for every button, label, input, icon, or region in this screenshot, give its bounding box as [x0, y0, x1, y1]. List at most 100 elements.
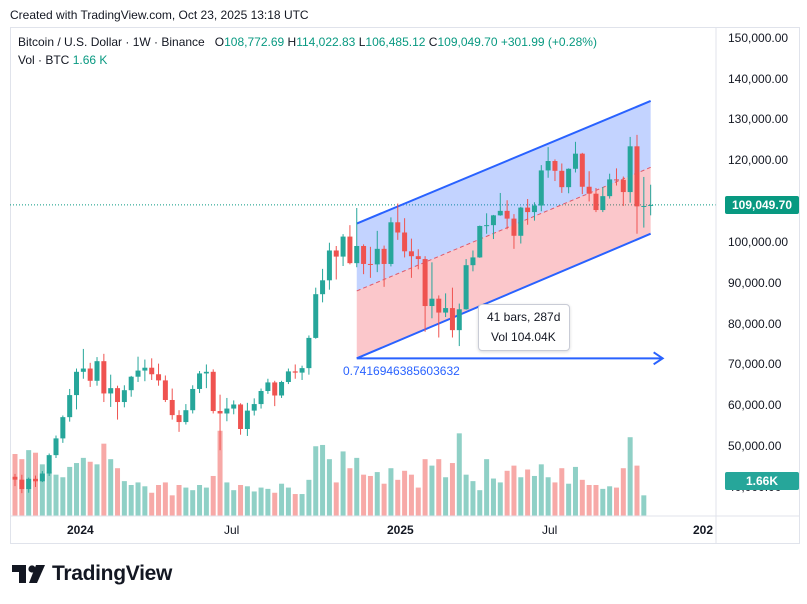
- candle-body: [279, 382, 285, 396]
- candle-body: [210, 371, 216, 412]
- ohlc-legend: Bitcoin / U.S. Dollar · 1W · Binance O10…: [18, 35, 597, 49]
- candle-body: [231, 404, 237, 409]
- candle-body: [354, 245, 360, 264]
- candle-body: [306, 337, 312, 369]
- volume-bar: [258, 487, 264, 516]
- price-axis-label: 80,000.00: [728, 316, 782, 331]
- volume-bar: [60, 477, 66, 516]
- candle-body: [559, 170, 565, 188]
- volume-bar: [299, 494, 305, 516]
- price-axis-label: 50,000.00: [728, 439, 782, 454]
- volume-bar: [490, 478, 496, 516]
- candle-body: [265, 382, 271, 392]
- price-axis-label: 90,000.00: [728, 275, 782, 290]
- volume-bar: [429, 465, 435, 516]
- volume-bar: [108, 459, 114, 516]
- volume-bar: [436, 459, 442, 516]
- candle-body: [128, 376, 134, 391]
- candle-body: [518, 207, 524, 236]
- open-value: 108,772.69: [224, 35, 285, 49]
- candle-body: [197, 373, 203, 389]
- volume-bar: [613, 487, 619, 516]
- candle-body: [607, 179, 613, 197]
- fib-level-label: 0.7416946385603632: [343, 364, 460, 378]
- candle-body: [538, 170, 544, 206]
- volume-bar: [306, 479, 312, 516]
- candle-body: [190, 388, 196, 411]
- candle-body: [470, 257, 476, 266]
- volume-bar: [484, 459, 490, 516]
- volume-title[interactable]: Vol · BTC: [18, 53, 70, 67]
- candle-body: [511, 218, 517, 236]
- candle-body: [320, 280, 326, 295]
- volume-bar: [408, 474, 414, 516]
- volume-bar: [607, 486, 613, 516]
- candle-body: [456, 309, 462, 331]
- volume-bar: [238, 485, 244, 516]
- price-axis-label: 140,000.00: [728, 71, 789, 86]
- candle-body: [600, 196, 606, 211]
- candle-body: [497, 210, 503, 216]
- volume-bar: [231, 490, 237, 516]
- candle-body: [299, 368, 305, 373]
- volume-bar: [511, 465, 517, 516]
- candle-body: [238, 404, 244, 429]
- candle-body: [67, 395, 73, 418]
- candle-body: [408, 251, 414, 257]
- candle-body: [251, 404, 257, 411]
- candle-body: [531, 205, 537, 213]
- volume-bar: [292, 494, 298, 516]
- volume-bar: [67, 466, 73, 516]
- candle-body: [436, 298, 442, 313]
- volume-bar: [46, 472, 52, 516]
- candle-body: [12, 476, 18, 480]
- volume-bar: [347, 468, 353, 516]
- candle-body: [415, 256, 421, 260]
- volume-bar: [531, 475, 537, 516]
- tradingview-logo[interactable]: TradingView: [12, 562, 172, 586]
- volume-bar: [374, 472, 380, 516]
- candle-body: [46, 455, 52, 474]
- volume-bar: [518, 477, 524, 516]
- volume-bar: [210, 475, 216, 516]
- volume-bar: [552, 482, 558, 516]
- volume-bar: [94, 464, 100, 516]
- chart-frame[interactable]: [10, 27, 800, 544]
- volume-bar: [217, 430, 223, 516]
- candle-body: [381, 248, 387, 264]
- time-axis-label: Jul: [542, 523, 558, 537]
- volume-bar: [265, 488, 271, 516]
- volume-bar: [395, 479, 401, 516]
- candle-body: [203, 371, 209, 374]
- candle-body: [634, 146, 640, 207]
- volume-bar: [272, 492, 278, 516]
- candle-body: [579, 153, 585, 187]
- candle-body: [477, 225, 483, 258]
- candle-body: [422, 259, 428, 307]
- tradingview-logo-icon: [12, 565, 45, 583]
- volume-bar: [115, 468, 121, 516]
- volume-bar: [477, 490, 483, 516]
- price-axis-label: 70,000.00: [728, 357, 782, 372]
- candle-body: [162, 380, 168, 400]
- candle-body: [74, 371, 80, 396]
- volume-bar: [203, 487, 209, 516]
- volume-bar: [497, 482, 503, 516]
- symbol-title[interactable]: Bitcoin / U.S. Dollar · 1W · Binance: [18, 35, 205, 49]
- measure-bars-text: 41 bars, 287d: [487, 310, 561, 324]
- time-axis-label: 202: [693, 523, 714, 537]
- candle-body: [504, 210, 510, 219]
- candle-body: [108, 388, 114, 394]
- volume-bar: [53, 474, 59, 516]
- volume-bar: [354, 457, 360, 516]
- candle-body: [490, 215, 496, 226]
- volume-bar: [361, 474, 367, 516]
- volume-bar: [39, 464, 45, 516]
- candle-body: [156, 374, 162, 381]
- volume-bar: [593, 485, 599, 516]
- candle-body: [149, 367, 155, 375]
- volume-bar: [504, 470, 510, 516]
- volume-bar: [176, 485, 182, 516]
- channel-upper-fill: [356, 100, 651, 291]
